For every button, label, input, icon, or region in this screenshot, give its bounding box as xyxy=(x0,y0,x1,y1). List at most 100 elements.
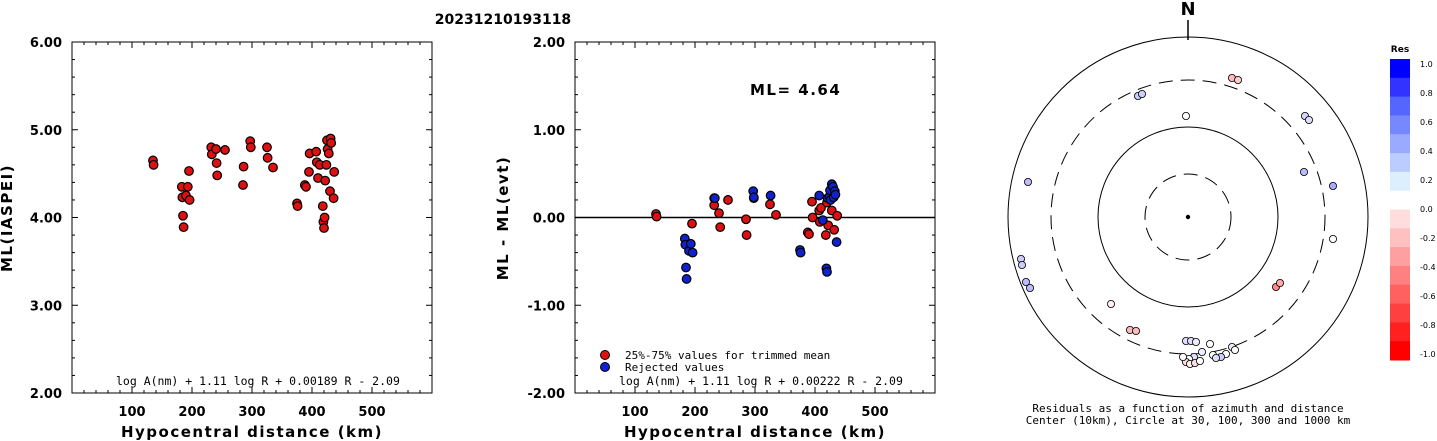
xtick-label: 200 xyxy=(681,405,708,420)
panel2-formula: log A(nm) + 1.11 log R + 0.00222 R - 2.0… xyxy=(619,374,903,388)
colorbar-label: 0.2 xyxy=(1420,176,1433,185)
panel1-formula: log A(nm) + 1.11 log R + 0.00189 R - 2.0… xyxy=(116,374,400,388)
colorbar-swatch xyxy=(1390,284,1410,305)
trimmed-point xyxy=(765,199,775,210)
colorbar-swatch xyxy=(1390,322,1410,342)
colorbar-label: -1.0 xyxy=(1420,350,1436,359)
colorbar-title: Res xyxy=(1391,45,1409,55)
colorbar-swatch xyxy=(1390,77,1410,98)
legend-rejected-marker xyxy=(600,362,610,372)
station-marker xyxy=(1234,76,1243,85)
colorbar-label: -0.2 xyxy=(1420,234,1436,243)
ytick-label: 2.00 xyxy=(533,36,565,51)
rejected-point xyxy=(822,267,832,277)
ring-1000km xyxy=(1007,36,1369,398)
station-marker xyxy=(1022,277,1031,286)
ml-point xyxy=(220,145,230,155)
ytick-label: 6.00 xyxy=(30,36,62,51)
ytick-label: 0.00 xyxy=(533,212,565,227)
station-marker xyxy=(1231,345,1240,354)
ytick-label: 2.00 xyxy=(30,387,62,402)
station-marker xyxy=(1196,356,1205,365)
station-marker xyxy=(1329,181,1338,190)
colorbar-swatch xyxy=(1390,265,1410,286)
ml-point xyxy=(329,166,340,177)
colorbar-swatch xyxy=(1390,171,1410,192)
colorbar-swatch xyxy=(1390,341,1410,361)
ml-point xyxy=(184,166,194,176)
panel2-ylabel: ML - ML(evt) xyxy=(494,156,512,280)
rejected-point xyxy=(817,215,828,226)
trimmed-point xyxy=(687,218,697,229)
legend-rejected-label: Rejected values xyxy=(625,361,724,374)
ml-annotation: ML= 4.64 xyxy=(750,81,841,99)
trimmed-point xyxy=(715,222,726,233)
xtick-label: 300 xyxy=(238,405,265,420)
station-marker xyxy=(1107,299,1116,308)
polar-caption-2: Center (10km), Circle at 30, 100, 300 an… xyxy=(1026,414,1351,427)
panel1-axes: 2.00 3.00 4.00 5.00 6.00 100 200 300 400 500 xyxy=(30,36,432,420)
xtick-label: 500 xyxy=(861,405,888,420)
colorbar-label: 0.4 xyxy=(1420,147,1433,156)
rejected-point xyxy=(830,189,841,200)
ml-point xyxy=(301,181,311,192)
rejected-point xyxy=(681,274,692,284)
colorbar-swatch xyxy=(1390,153,1410,173)
ml-point xyxy=(292,201,303,211)
colorbar-label: 0.8 xyxy=(1420,89,1433,98)
ml-point xyxy=(311,146,322,157)
ml-point xyxy=(148,159,159,170)
station-marker xyxy=(1138,90,1147,99)
rejected-point xyxy=(709,193,720,204)
ml-point xyxy=(319,223,329,233)
ml-point xyxy=(262,142,272,153)
xtick-label: 100 xyxy=(621,405,648,420)
ytick-label: -1.00 xyxy=(528,299,565,314)
colorbar-label: 0.6 xyxy=(1420,118,1433,127)
station-marker xyxy=(1206,339,1215,348)
ml-point xyxy=(184,195,195,205)
trimmed-point xyxy=(771,209,781,220)
panel1-ylabel: ML(IASPEI) xyxy=(0,164,16,272)
colorbar-swatch xyxy=(1390,303,1410,323)
trimmed-point xyxy=(816,202,826,213)
station-residuals xyxy=(1017,74,1338,368)
colorbar-swatches xyxy=(1390,59,1410,361)
ytick-label: 4.00 xyxy=(30,212,62,227)
ml-point xyxy=(317,201,328,211)
station-marker xyxy=(1018,260,1027,269)
station-marker xyxy=(1305,116,1314,125)
panel1-points xyxy=(148,133,340,233)
station-marker xyxy=(1192,337,1201,346)
colorbar-swatch xyxy=(1390,247,1410,267)
colorbar-swatch xyxy=(1390,190,1410,210)
station-marker xyxy=(1300,167,1309,176)
panel2-axes: -2.00 -1.00 0.00 1.00 2.00 100 200 300 400 500 xyxy=(528,36,935,420)
ml-point xyxy=(238,180,248,190)
trimmed-point xyxy=(651,211,662,222)
colorbar-swatch xyxy=(1390,96,1410,116)
colorbar-swatch xyxy=(1390,228,1410,248)
ml-point xyxy=(328,193,339,204)
panel-residual-vs-distance: -2.00 -1.00 0.00 1.00 2.00 100 200 300 400 500 ML… xyxy=(494,36,936,441)
panel1-frame xyxy=(71,41,433,394)
xtick-label: 300 xyxy=(741,405,768,420)
ml-point xyxy=(238,161,249,172)
trimmed-point xyxy=(807,212,818,223)
legend-trimmed-label: 25%-75% values for trimmed mean xyxy=(625,349,830,362)
ytick-label: -2.00 xyxy=(528,387,565,402)
colorbar-label: -0.8 xyxy=(1420,321,1436,330)
panel-azimuth-distance: N Residuals as a function of azimuth and… xyxy=(1007,0,1369,427)
ml-point xyxy=(211,144,221,154)
panel2-xlabel: Hypocentral distance (km) xyxy=(624,423,886,441)
ml-point xyxy=(268,162,278,173)
ml-point xyxy=(304,166,314,177)
trimmed-point xyxy=(741,230,752,240)
ytick-label: 5.00 xyxy=(30,124,62,139)
trimmed-point xyxy=(829,224,840,235)
trimmed-point xyxy=(714,208,724,219)
xtick-label: 400 xyxy=(801,405,828,420)
ml-point xyxy=(182,181,193,192)
ml-point xyxy=(323,148,334,159)
